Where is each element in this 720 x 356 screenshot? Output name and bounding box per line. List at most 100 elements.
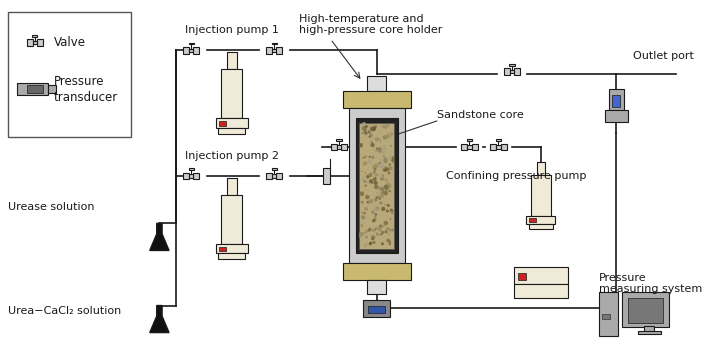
Bar: [510, 70, 514, 73]
Bar: [628, 298, 662, 323]
Circle shape: [369, 134, 373, 137]
Circle shape: [378, 195, 380, 197]
Bar: [518, 273, 526, 281]
Circle shape: [372, 182, 374, 184]
Circle shape: [369, 227, 371, 230]
Circle shape: [384, 159, 388, 163]
Bar: [32, 41, 37, 44]
Circle shape: [372, 156, 374, 159]
Circle shape: [364, 130, 366, 133]
Circle shape: [364, 245, 366, 247]
Bar: [638, 331, 661, 335]
Circle shape: [368, 159, 372, 162]
Circle shape: [386, 234, 388, 235]
Circle shape: [364, 222, 366, 224]
Circle shape: [384, 185, 388, 189]
Circle shape: [363, 157, 364, 159]
Circle shape: [360, 232, 364, 236]
Circle shape: [365, 236, 368, 239]
Circle shape: [369, 200, 372, 203]
Text: Outlet port: Outlet port: [633, 51, 693, 61]
Circle shape: [373, 177, 377, 181]
Text: Pressure
transducer: Pressure transducer: [54, 75, 118, 104]
Circle shape: [364, 242, 369, 247]
Bar: [189, 49, 193, 52]
Circle shape: [369, 173, 372, 174]
Circle shape: [379, 197, 381, 200]
Circle shape: [366, 201, 369, 204]
Circle shape: [384, 157, 387, 160]
Circle shape: [375, 196, 379, 199]
Circle shape: [387, 204, 390, 207]
Circle shape: [381, 231, 384, 234]
Bar: [467, 145, 472, 149]
Circle shape: [370, 125, 374, 130]
Circle shape: [363, 163, 365, 166]
Bar: [221, 69, 243, 118]
Circle shape: [383, 225, 384, 227]
Circle shape: [392, 229, 395, 231]
Polygon shape: [150, 224, 169, 251]
Circle shape: [386, 210, 389, 213]
Circle shape: [361, 122, 366, 126]
Circle shape: [368, 131, 370, 133]
Circle shape: [384, 230, 387, 233]
Circle shape: [379, 187, 383, 190]
Circle shape: [369, 143, 371, 145]
Bar: [8, 12, 131, 137]
Bar: [363, 300, 390, 317]
Circle shape: [384, 126, 387, 129]
Bar: [622, 292, 668, 327]
Text: Pressure
measuring system: Pressure measuring system: [599, 273, 702, 294]
Circle shape: [383, 135, 387, 140]
Circle shape: [380, 234, 382, 235]
Circle shape: [361, 222, 363, 224]
Bar: [32, 35, 37, 37]
Circle shape: [381, 188, 384, 191]
Circle shape: [369, 175, 372, 177]
Circle shape: [379, 201, 382, 205]
Circle shape: [375, 206, 379, 210]
Bar: [514, 284, 568, 298]
Circle shape: [372, 229, 375, 232]
Circle shape: [382, 191, 385, 193]
Circle shape: [382, 166, 385, 169]
Circle shape: [386, 183, 390, 187]
Bar: [276, 47, 282, 54]
Circle shape: [383, 155, 384, 157]
Circle shape: [386, 186, 390, 190]
Bar: [472, 144, 477, 151]
Circle shape: [374, 163, 379, 168]
Bar: [497, 145, 500, 149]
Circle shape: [367, 229, 371, 232]
Text: Sandstone core: Sandstone core: [436, 110, 523, 120]
Bar: [272, 49, 276, 52]
Circle shape: [370, 229, 372, 231]
Bar: [48, 85, 56, 93]
Circle shape: [382, 166, 383, 168]
Bar: [189, 168, 194, 170]
Circle shape: [383, 152, 385, 153]
Bar: [266, 47, 272, 54]
Bar: [37, 40, 43, 46]
Circle shape: [361, 132, 363, 134]
Circle shape: [380, 177, 384, 181]
Bar: [219, 247, 225, 251]
Circle shape: [378, 149, 382, 153]
Circle shape: [374, 181, 378, 185]
Bar: [613, 95, 620, 106]
Bar: [462, 144, 467, 151]
Circle shape: [374, 184, 379, 189]
Circle shape: [390, 209, 393, 212]
Circle shape: [369, 179, 373, 183]
Circle shape: [374, 125, 377, 128]
Circle shape: [368, 131, 370, 133]
Circle shape: [361, 225, 363, 227]
Bar: [323, 168, 330, 184]
Circle shape: [371, 141, 373, 143]
Circle shape: [369, 242, 372, 245]
Circle shape: [384, 185, 388, 188]
Bar: [367, 75, 387, 91]
Circle shape: [384, 187, 387, 190]
Polygon shape: [150, 305, 169, 333]
